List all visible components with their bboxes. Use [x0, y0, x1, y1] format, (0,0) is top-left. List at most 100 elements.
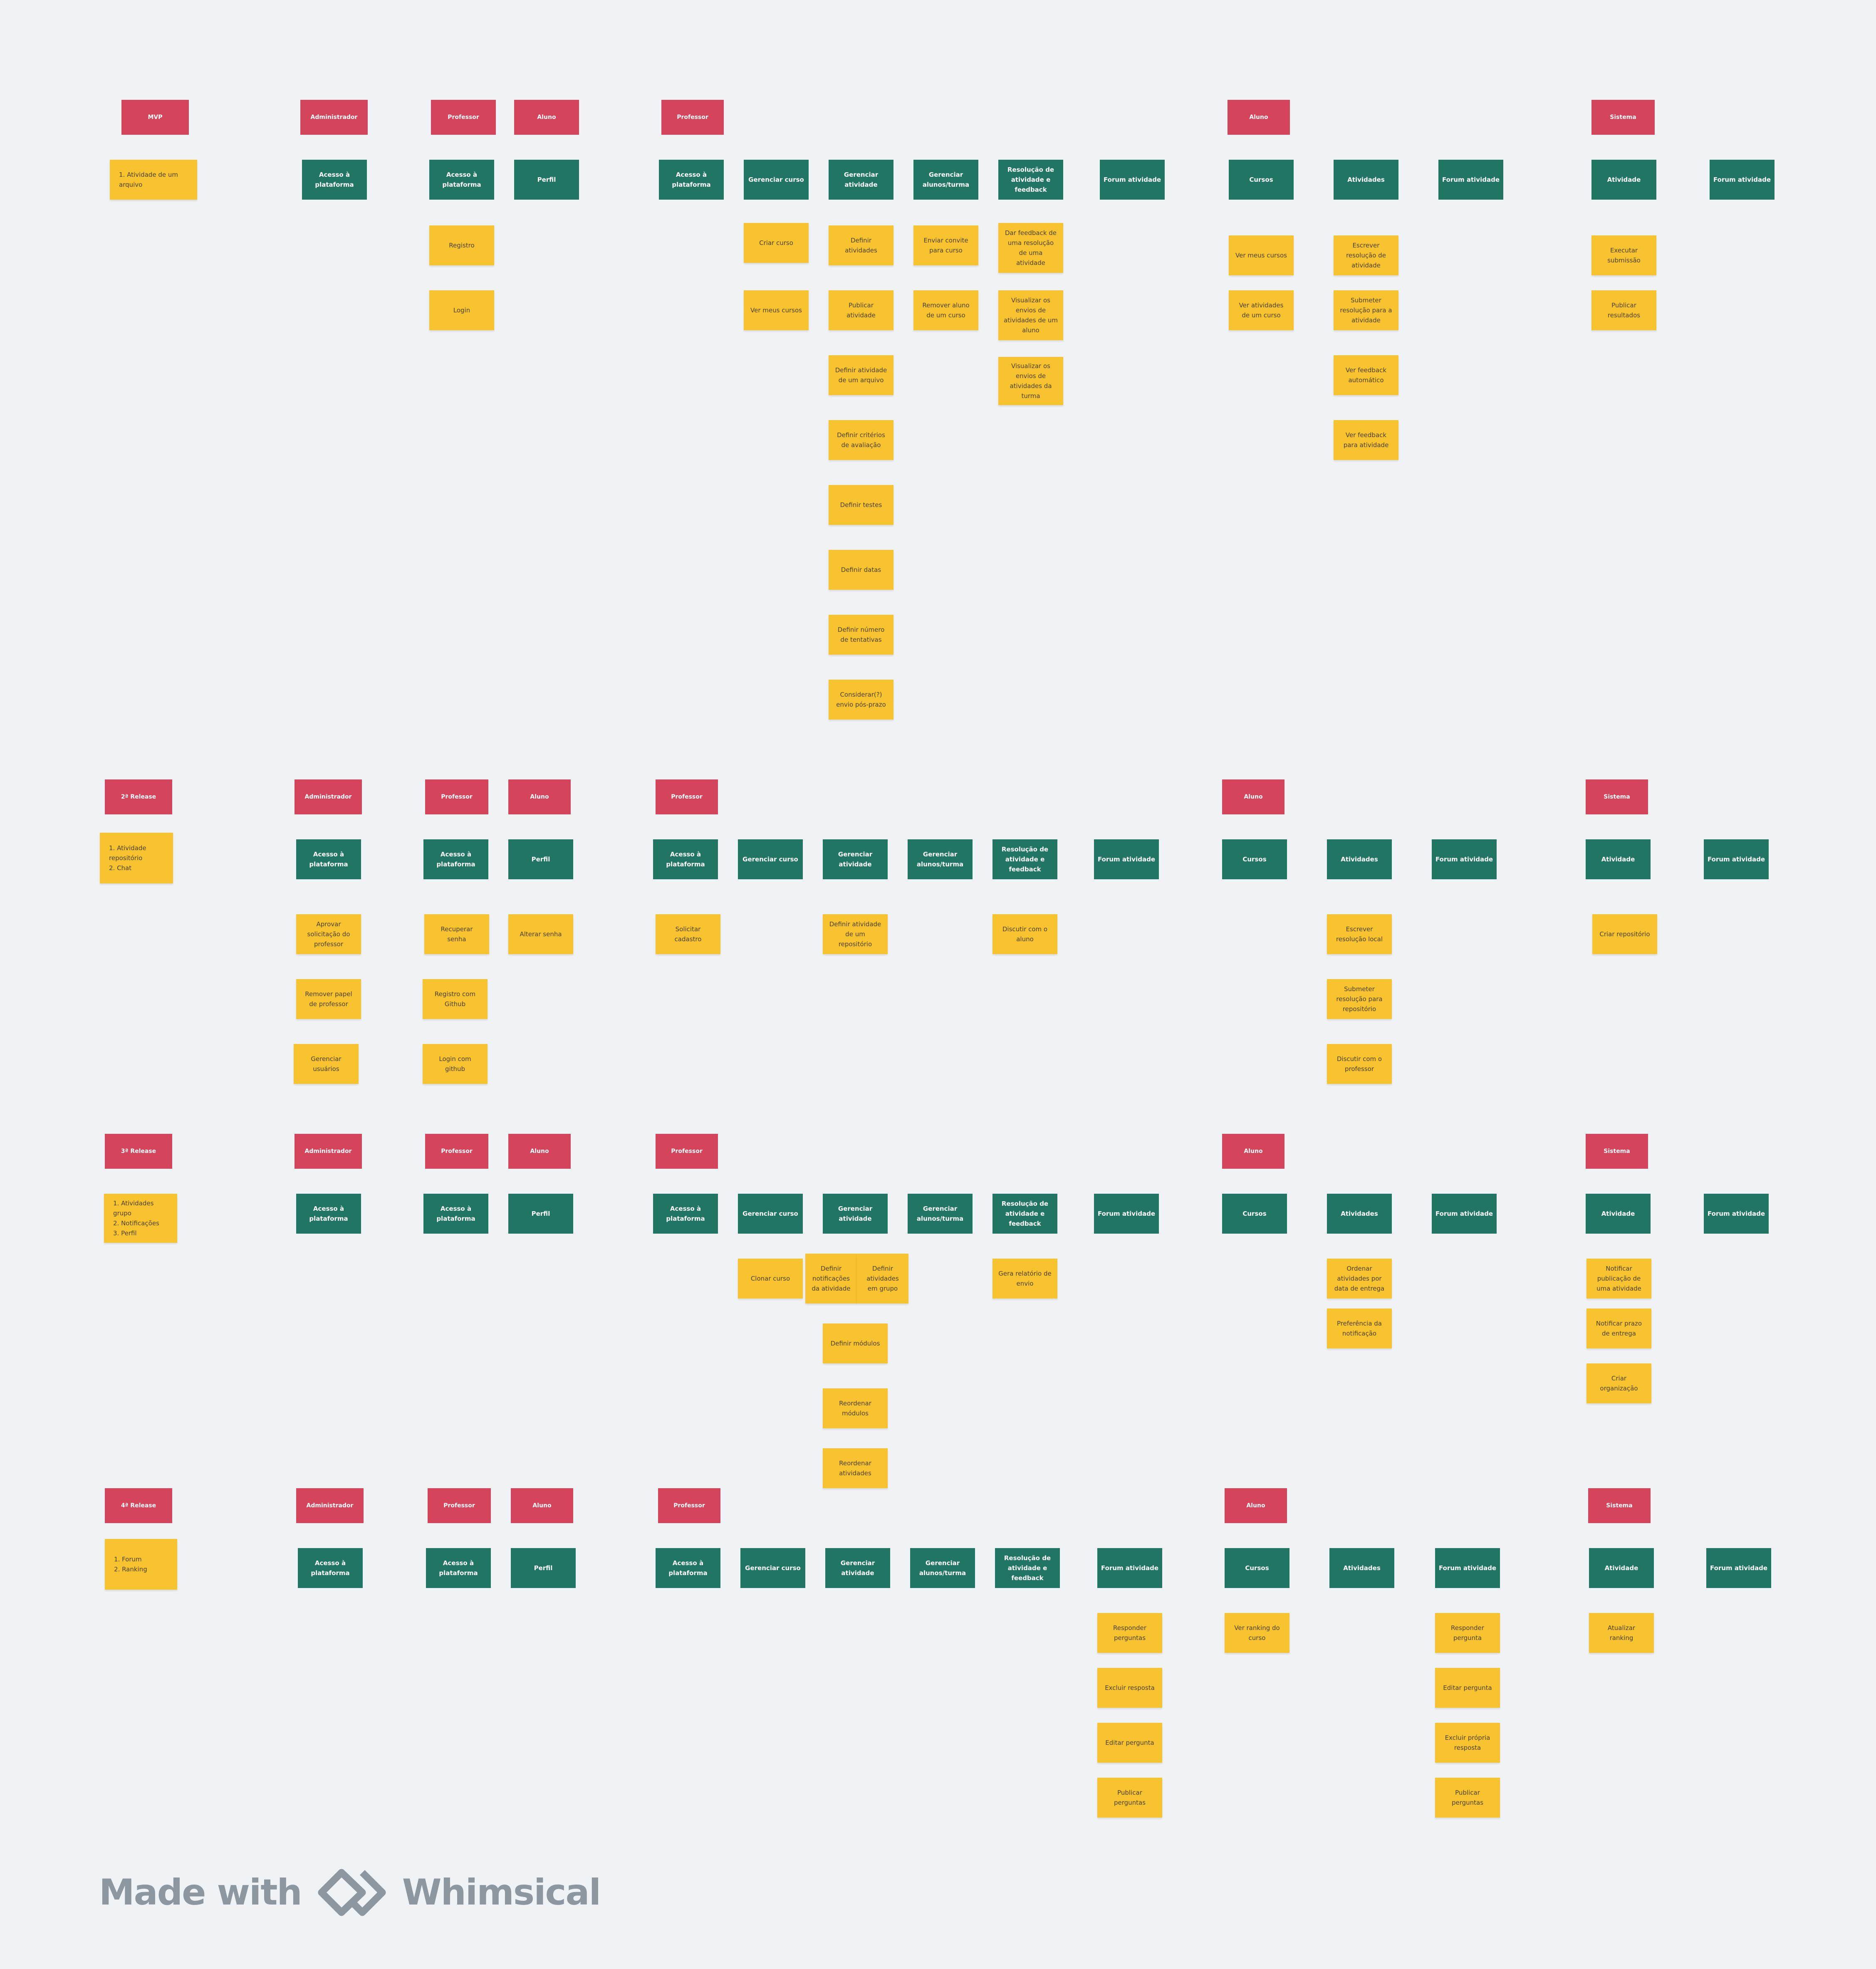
role-card[interactable]: Administrador [295, 779, 362, 814]
story-card[interactable]: Discutir com o professor [1327, 1044, 1392, 1084]
story-card[interactable]: Reordenar módulos [823, 1388, 888, 1428]
role-card[interactable]: Professor [658, 1488, 720, 1523]
activity-card[interactable]: Forum atividade [1100, 160, 1165, 200]
story-card[interactable]: Atualizar ranking [1589, 1613, 1654, 1653]
role-card[interactable]: Administrador [296, 1488, 364, 1523]
story-card[interactable]: Notificar publicação de uma atividade [1586, 1259, 1651, 1299]
story-card[interactable]: Responder perguntas [1097, 1613, 1162, 1653]
story-card[interactable]: Notificar prazo de entrega [1586, 1309, 1651, 1348]
story-card[interactable]: Login [429, 290, 494, 330]
role-card[interactable]: Aluno [511, 1488, 573, 1523]
activity-card[interactable]: Gerenciar alunos/turma [910, 1548, 975, 1588]
role-card[interactable]: 4ª Release [105, 1488, 172, 1523]
story-card[interactable]: Ordenar atividades por data de entrega [1327, 1259, 1392, 1299]
activity-card[interactable]: Atividades [1327, 1194, 1392, 1234]
role-card[interactable]: 2ª Release [105, 779, 172, 814]
story-card[interactable]: Visualizar os envios de atividades da tu… [998, 357, 1063, 405]
activity-card[interactable]: Forum atividade [1432, 839, 1497, 879]
role-card[interactable]: Aluno [1222, 1134, 1284, 1169]
activity-card[interactable]: Resolução de atividade e feedback [998, 160, 1063, 200]
role-card[interactable]: Sistema [1586, 1134, 1648, 1169]
activity-card[interactable]: Resolução de atividade e feedback [995, 1548, 1060, 1588]
activity-card[interactable]: Acesso à plataforma [429, 160, 494, 200]
story-card[interactable]: Gerenciar usuários [294, 1044, 359, 1084]
role-card[interactable]: Professor [428, 1488, 491, 1523]
story-card[interactable]: Definir notificações da atividade [805, 1254, 857, 1304]
story-card[interactable]: Excluir própria resposta [1435, 1723, 1500, 1763]
story-card[interactable]: Discutir com o aluno [992, 914, 1057, 954]
story-card[interactable]: Escrever resolução local [1327, 914, 1392, 954]
activity-card[interactable]: Forum atividade [1710, 160, 1775, 200]
activity-card[interactable]: Gerenciar atividade [823, 839, 888, 879]
role-card[interactable]: Aluno [1222, 779, 1284, 814]
activity-card[interactable]: Acesso à plataforma [298, 1548, 363, 1588]
story-card[interactable]: Criar curso [744, 223, 809, 263]
story-card[interactable]: Escrever resolução de atividade [1334, 235, 1398, 275]
story-card[interactable]: Ver feedback para atividade [1334, 420, 1398, 460]
activity-card[interactable]: Gerenciar atividade [823, 1194, 888, 1234]
role-card[interactable]: Sistema [1588, 1488, 1651, 1523]
story-card[interactable]: 1. Atividades grupo 2. Notificações 3. P… [104, 1194, 177, 1243]
story-card[interactable]: Visualizar os envios de atividades de um… [998, 290, 1063, 340]
role-card[interactable]: Aluno [1225, 1488, 1287, 1523]
story-card[interactable]: Definir módulos [823, 1323, 888, 1363]
activity-card[interactable]: Resolução de atividade e feedback [992, 839, 1057, 879]
role-card[interactable]: Professor [656, 779, 718, 814]
story-card[interactable]: Definir atividades [829, 225, 893, 265]
activity-card[interactable]: Acesso à plataforma [653, 839, 718, 879]
story-card[interactable]: Ver atividades de um curso [1229, 290, 1294, 330]
role-card[interactable]: Professor [661, 100, 724, 135]
activity-card[interactable]: Acesso à plataforma [653, 1194, 718, 1234]
story-card[interactable]: Enviar convite para curso [913, 225, 978, 265]
story-card[interactable]: Registro [429, 225, 494, 265]
story-card[interactable]: Registro com Github [423, 979, 488, 1019]
story-card[interactable]: Preferência da notificação [1327, 1309, 1392, 1348]
activity-card[interactable]: Acesso à plataforma [302, 160, 367, 200]
story-card[interactable]: Publicar resultados [1591, 290, 1656, 330]
story-card[interactable]: Submeter resolução para a atividade [1334, 290, 1398, 330]
activity-card[interactable]: Perfil [508, 1194, 573, 1234]
activity-card[interactable]: Perfil [511, 1548, 576, 1588]
activity-card[interactable]: Gerenciar curso [740, 1548, 805, 1588]
role-card[interactable]: Professor [656, 1134, 718, 1169]
story-card[interactable]: Definir critérios de avaliação [829, 420, 893, 460]
activity-card[interactable]: Atividades [1327, 839, 1392, 879]
story-card[interactable]: Definir atividades em grupo [857, 1254, 908, 1304]
activity-card[interactable]: Gerenciar curso [738, 839, 803, 879]
activity-card[interactable]: Atividade [1586, 1194, 1651, 1234]
story-card[interactable]: 1. Atividade repositório 2. Chat [100, 833, 173, 883]
activity-card[interactable]: Atividades [1334, 160, 1398, 200]
story-card[interactable]: Ver meus cursos [744, 290, 809, 330]
activity-card[interactable]: Gerenciar atividade [825, 1548, 890, 1588]
activity-card[interactable]: Forum atividade [1435, 1548, 1500, 1588]
role-card[interactable]: Administrador [295, 1134, 362, 1169]
made-with-whimsical[interactable]: Made with Whimsical [99, 1859, 601, 1926]
story-card[interactable]: Dar feedback de uma resolução de uma ati… [998, 223, 1063, 273]
story-card[interactable]: Definir atividade de um repositório [823, 914, 888, 954]
story-card[interactable]: Responder pergunta [1435, 1613, 1500, 1653]
role-card[interactable]: Sistema [1586, 779, 1648, 814]
story-card[interactable]: Solicitar cadastro [656, 914, 720, 954]
story-card[interactable]: Criar organização [1586, 1363, 1651, 1403]
activity-card[interactable]: Acesso à plataforma [426, 1548, 491, 1588]
role-card[interactable]: Professor [431, 100, 496, 135]
story-card[interactable]: Definir datas [829, 550, 893, 590]
activity-card[interactable]: Atividades [1329, 1548, 1394, 1588]
activity-card[interactable]: Gerenciar curso [744, 160, 809, 200]
activity-card[interactable]: Forum atividade [1094, 1194, 1159, 1234]
activity-card[interactable]: Gerenciar alunos/turma [913, 160, 978, 200]
story-card[interactable]: Clonar curso [738, 1259, 803, 1299]
story-card[interactable]: Considerar(?) envio pós-prazo [829, 680, 893, 720]
activity-card[interactable]: Acesso à plataforma [423, 839, 488, 879]
activity-card[interactable]: Atividade [1589, 1548, 1654, 1588]
story-card[interactable]: Executar submissão [1591, 235, 1656, 275]
activity-card[interactable]: Acesso à plataforma [659, 160, 724, 200]
role-card[interactable]: Aluno [508, 779, 571, 814]
story-card[interactable]: Publicar perguntas [1435, 1778, 1500, 1818]
activity-card[interactable]: Forum atividade [1432, 1194, 1497, 1234]
story-card[interactable]: 1. Forum 2. Ranking [105, 1539, 177, 1590]
story-card[interactable]: Editar pergunta [1097, 1723, 1162, 1763]
role-card[interactable]: Aluno [508, 1134, 571, 1169]
story-card[interactable]: Definir testes [829, 485, 893, 525]
activity-card[interactable]: Resolução de atividade e feedback [992, 1194, 1057, 1234]
